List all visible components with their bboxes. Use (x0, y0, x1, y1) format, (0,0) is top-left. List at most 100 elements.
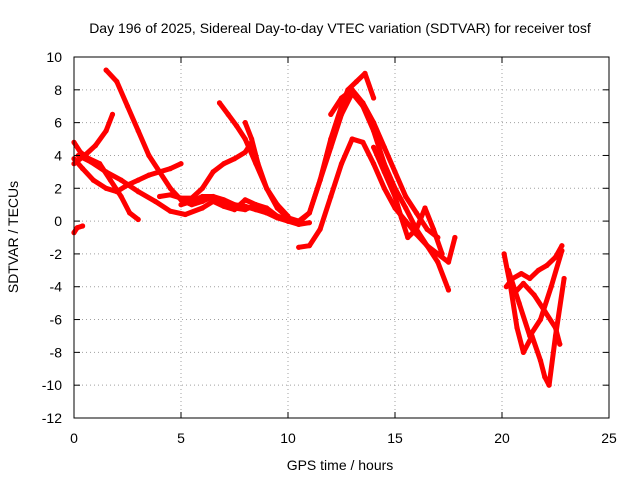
data-point (452, 234, 458, 241)
y-tick-label: 10 (46, 49, 62, 65)
data-point (413, 210, 419, 216)
data-point (74, 225, 80, 231)
data-point (559, 243, 565, 249)
x-tick-label: 0 (70, 430, 78, 446)
data-point (107, 177, 113, 183)
data-point (178, 195, 184, 201)
data-point (135, 177, 141, 183)
data-point (405, 234, 411, 241)
chart-title: Day 196 of 2025, Sidereal Day-to-day VTE… (89, 20, 591, 36)
series-track-5 (103, 67, 312, 227)
x-tick-label: 10 (280, 430, 296, 446)
data-point (274, 205, 280, 211)
data-point (178, 202, 184, 208)
data-point (353, 79, 360, 85)
y-tick-label: -6 (50, 312, 63, 328)
data-point (167, 185, 173, 191)
data-point (544, 262, 550, 268)
data-point (221, 161, 227, 167)
data-point (88, 159, 94, 165)
data-point (210, 193, 216, 200)
data-point (80, 223, 86, 229)
data-point (546, 382, 552, 388)
data-point (103, 128, 109, 134)
data-point (199, 205, 205, 211)
data-point (178, 161, 184, 167)
data-point (167, 166, 173, 172)
data-point (439, 251, 445, 257)
data-point (349, 136, 355, 142)
data-point (501, 251, 507, 257)
data-point (152, 198, 158, 204)
data-point (103, 169, 109, 175)
data-point (424, 243, 430, 249)
data-point (527, 333, 533, 339)
data-point (328, 193, 334, 200)
data-point (114, 189, 120, 195)
data-point (135, 189, 141, 195)
y-tick-label: 4 (54, 147, 62, 163)
data-point (274, 213, 280, 219)
x-tick-label: 15 (387, 430, 403, 446)
data-point (445, 259, 452, 265)
data-point (403, 205, 409, 211)
data-point (135, 216, 141, 223)
y-tick-label: -8 (50, 344, 63, 360)
data-point (503, 284, 509, 290)
data-point (199, 185, 205, 191)
y-tick-label: 8 (54, 82, 62, 98)
data-point (167, 208, 173, 214)
data-point (561, 275, 567, 282)
data-point (92, 143, 98, 149)
data-point (255, 161, 261, 167)
data-point (537, 316, 544, 323)
plot-frame (73, 56, 610, 419)
y-tick-label: 0 (54, 213, 62, 229)
data-point (199, 193, 205, 200)
data-point (253, 202, 259, 208)
data-point (360, 139, 366, 145)
data-point (445, 287, 452, 293)
data-point (371, 120, 377, 126)
data-point (167, 192, 173, 198)
data-point (264, 205, 270, 211)
y-tick-label: -4 (50, 279, 63, 295)
data-point (296, 244, 302, 250)
data-point (127, 210, 133, 216)
axis-ticks (73, 56, 610, 419)
data-point (157, 193, 163, 200)
data-point (90, 177, 96, 183)
data-point (317, 177, 323, 183)
data-point (328, 111, 334, 117)
data-point (118, 193, 124, 200)
data-point (210, 169, 216, 175)
data-point (338, 161, 345, 167)
data-point (552, 254, 559, 260)
y-tick-label: 2 (54, 180, 62, 196)
data-point (403, 193, 409, 200)
data-point (520, 349, 527, 355)
data-point (103, 185, 109, 191)
data-point (242, 136, 248, 142)
data-point (535, 267, 542, 273)
x-tick-label: 25 (601, 430, 617, 446)
data-point (424, 226, 430, 232)
data-point (80, 166, 86, 172)
data-point (505, 267, 511, 273)
data-point (531, 292, 537, 298)
series-track-16 (505, 248, 565, 339)
data-point (146, 172, 152, 178)
data-point (242, 149, 248, 155)
data-point (114, 79, 120, 85)
data-point (371, 161, 377, 167)
data-point (216, 100, 223, 106)
data-point (306, 220, 312, 226)
y-axis-label: SDTVAR / TECUs (5, 181, 21, 293)
data-point (430, 226, 437, 232)
x-axis-label: GPS time / hours (287, 457, 394, 473)
data-point (371, 95, 377, 101)
data-point (548, 284, 554, 290)
data-point (381, 185, 387, 191)
data-point (328, 144, 334, 150)
y-tick-label: 6 (54, 115, 62, 131)
